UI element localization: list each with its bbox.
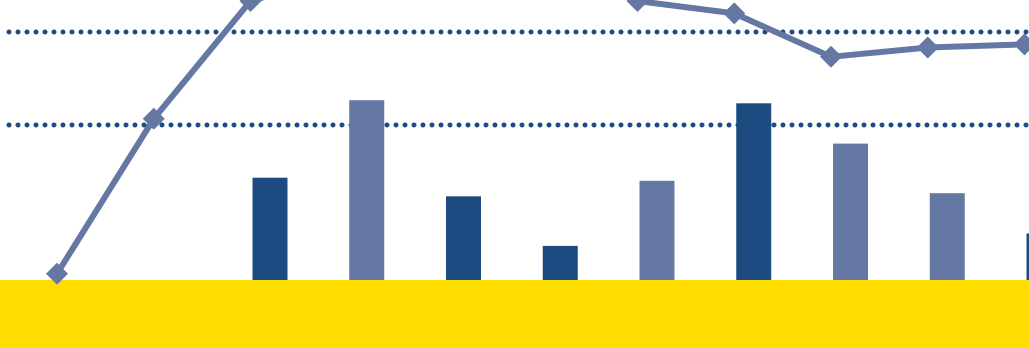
bar-1 <box>252 177 288 280</box>
line-point-9 <box>820 45 842 68</box>
baseline-band <box>0 280 1029 348</box>
line-point-11 <box>1013 33 1029 56</box>
gridlines <box>6 29 1029 128</box>
yellow-band <box>0 280 1029 348</box>
bar-8 <box>929 193 965 280</box>
bar-4 <box>542 245 578 280</box>
bar-5 <box>639 180 675 280</box>
line-point-7 <box>626 0 649 12</box>
bar-6 <box>736 103 772 280</box>
line-markers <box>46 0 1029 285</box>
line-point-8 <box>723 2 746 25</box>
bar-series <box>252 100 1029 280</box>
bar-3 <box>446 196 481 280</box>
line-point-10 <box>916 36 939 59</box>
line-point-2 <box>142 107 165 130</box>
bar-2 <box>349 100 385 280</box>
line-point-1 <box>46 262 68 285</box>
bar-7 <box>833 143 868 280</box>
line-point-3 <box>239 0 262 12</box>
bar-9 <box>1026 233 1029 280</box>
